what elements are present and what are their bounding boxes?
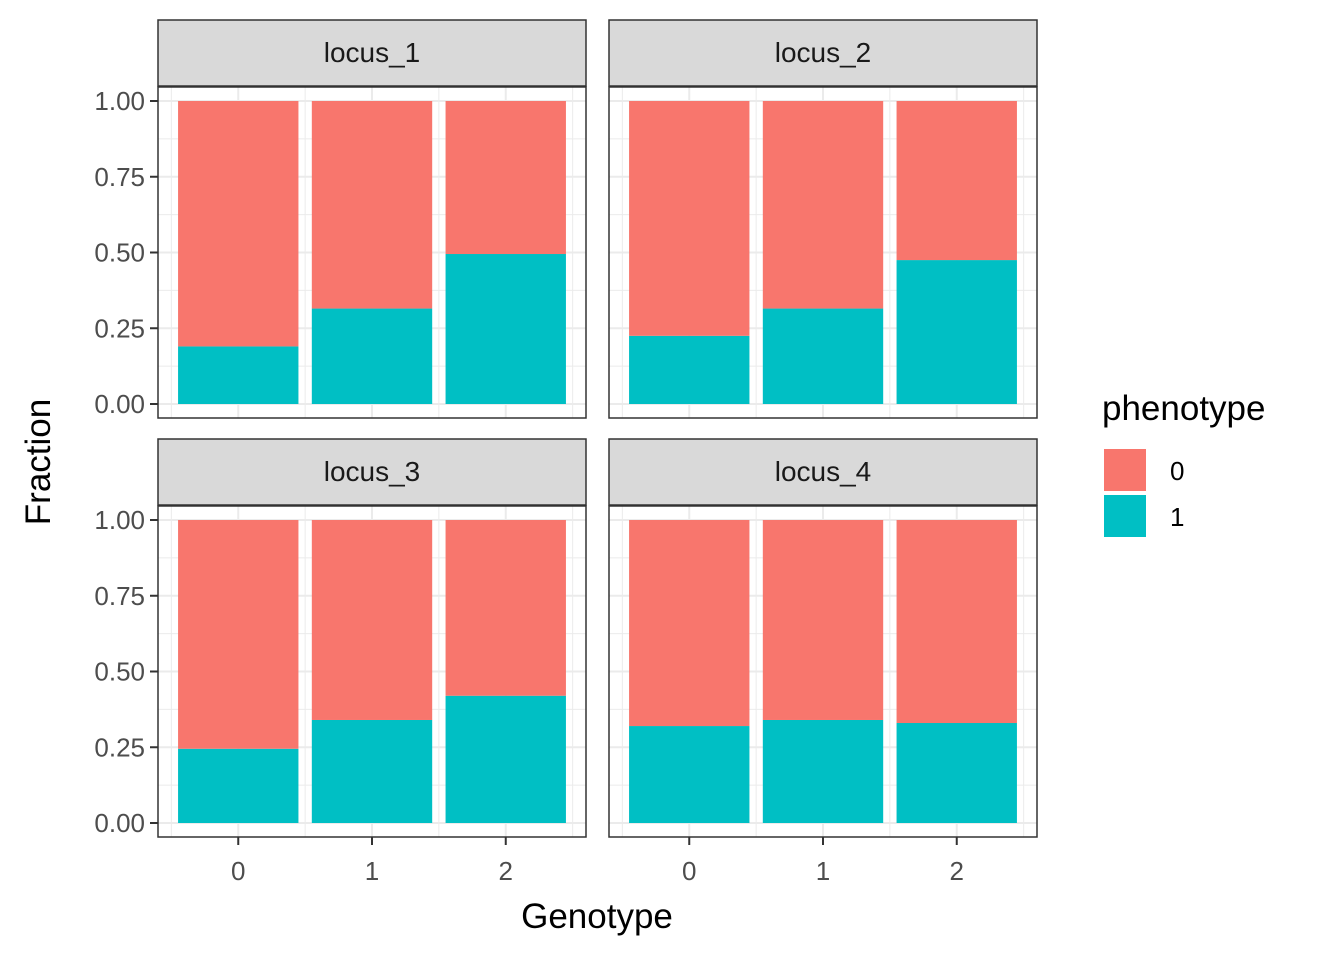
- bar-locus_4-g1-phenotype-1: [762, 719, 884, 823]
- facet-strip: [157, 19, 587, 87]
- bar-locus_3-g1-phenotype-0: [311, 520, 433, 720]
- panels-layer: locus_1 0.00 0.25 0.50 0.75 1.00 locus_2 locus_…: [94, 19, 1038, 886]
- facet-panel-locus_2: locus_2: [608, 19, 1038, 419]
- y-tick-label: 0.00: [94, 808, 145, 838]
- bar-locus_3-g0-phenotype-0: [178, 520, 299, 749]
- legend-title: phenotype: [1102, 389, 1265, 428]
- bar-locus_2-g0-phenotype-1: [629, 335, 750, 404]
- x-tick-label: 2: [499, 856, 513, 886]
- y-tick-label: 0.00: [94, 389, 145, 419]
- bar-locus_2-g2-phenotype-1: [896, 260, 1017, 404]
- bar-locus_1-g2-phenotype-1: [445, 254, 566, 404]
- facet-panel-locus_4: locus_4 0 1 2: [608, 438, 1038, 886]
- y-tick-label: 1.00: [94, 505, 145, 535]
- bar-locus_1-g1-phenotype-0: [311, 101, 433, 309]
- bar-locus_4-g2-phenotype-0: [896, 520, 1017, 724]
- y-tick-label: 0.25: [94, 313, 145, 343]
- bar-locus_4-g1-phenotype-0: [762, 520, 884, 720]
- bar-locus_2-g2-phenotype-0: [896, 101, 1017, 261]
- legend-label-1: 1: [1170, 502, 1184, 532]
- facet-strip: [157, 438, 587, 506]
- bar-locus_1-g1-phenotype-1: [311, 308, 433, 404]
- facet-strip-label: locus_4: [775, 456, 872, 487]
- facet-panel-locus_1: locus_1 0.00 0.25 0.50 0.75 1.00: [94, 19, 587, 419]
- y-tick-label: 0.25: [94, 732, 145, 762]
- bar-locus_2-g1-phenotype-1: [762, 308, 884, 404]
- legend-label-0: 0: [1170, 456, 1184, 486]
- facet-strip: [608, 19, 1038, 87]
- y-tick-label: 0.75: [94, 581, 145, 611]
- x-tick-label: 2: [950, 856, 964, 886]
- bar-locus_1-g0-phenotype-1: [178, 346, 299, 404]
- x-tick-label: 1: [365, 856, 379, 886]
- bar-locus_3-g1-phenotype-1: [311, 719, 433, 823]
- bar-locus_3-g2-phenotype-0: [445, 520, 566, 696]
- x-tick-label: 0: [231, 856, 245, 886]
- facet-strip-label: locus_2: [775, 37, 872, 68]
- bar-locus_3-g2-phenotype-1: [445, 695, 566, 823]
- facet-strip-label: locus_3: [324, 456, 421, 487]
- bar-locus_2-g1-phenotype-0: [762, 101, 884, 309]
- facet-panel-locus_3: locus_3 0.00 0.25 0.50 0.75 1.00 0 1 2: [94, 438, 587, 886]
- y-axis-title: Fraction: [19, 399, 58, 525]
- legend-key-1: [1104, 495, 1146, 537]
- facet-strip-label: locus_1: [324, 37, 421, 68]
- facet-strip: [608, 438, 1038, 506]
- x-axis-title: Genotype: [521, 897, 673, 936]
- y-tick-label: 0.75: [94, 162, 145, 192]
- bar-locus_4-g0-phenotype-0: [629, 520, 750, 727]
- y-tick-label: 0.50: [94, 657, 145, 687]
- bar-locus_1-g2-phenotype-0: [445, 101, 566, 255]
- bar-locus_3-g0-phenotype-1: [178, 748, 299, 823]
- x-tick-label: 1: [816, 856, 830, 886]
- bar-locus_4-g2-phenotype-1: [896, 723, 1017, 823]
- y-tick-label: 1.00: [94, 86, 145, 116]
- bar-locus_2-g0-phenotype-0: [629, 101, 750, 336]
- x-tick-label: 0: [682, 856, 696, 886]
- panel-border: [608, 86, 1038, 419]
- bar-locus_1-g0-phenotype-0: [178, 101, 299, 347]
- y-tick-label: 0.50: [94, 238, 145, 268]
- legend: phenotype 0 1: [1102, 389, 1265, 537]
- legend-key-0: [1104, 449, 1146, 491]
- bar-locus_4-g0-phenotype-1: [629, 726, 750, 823]
